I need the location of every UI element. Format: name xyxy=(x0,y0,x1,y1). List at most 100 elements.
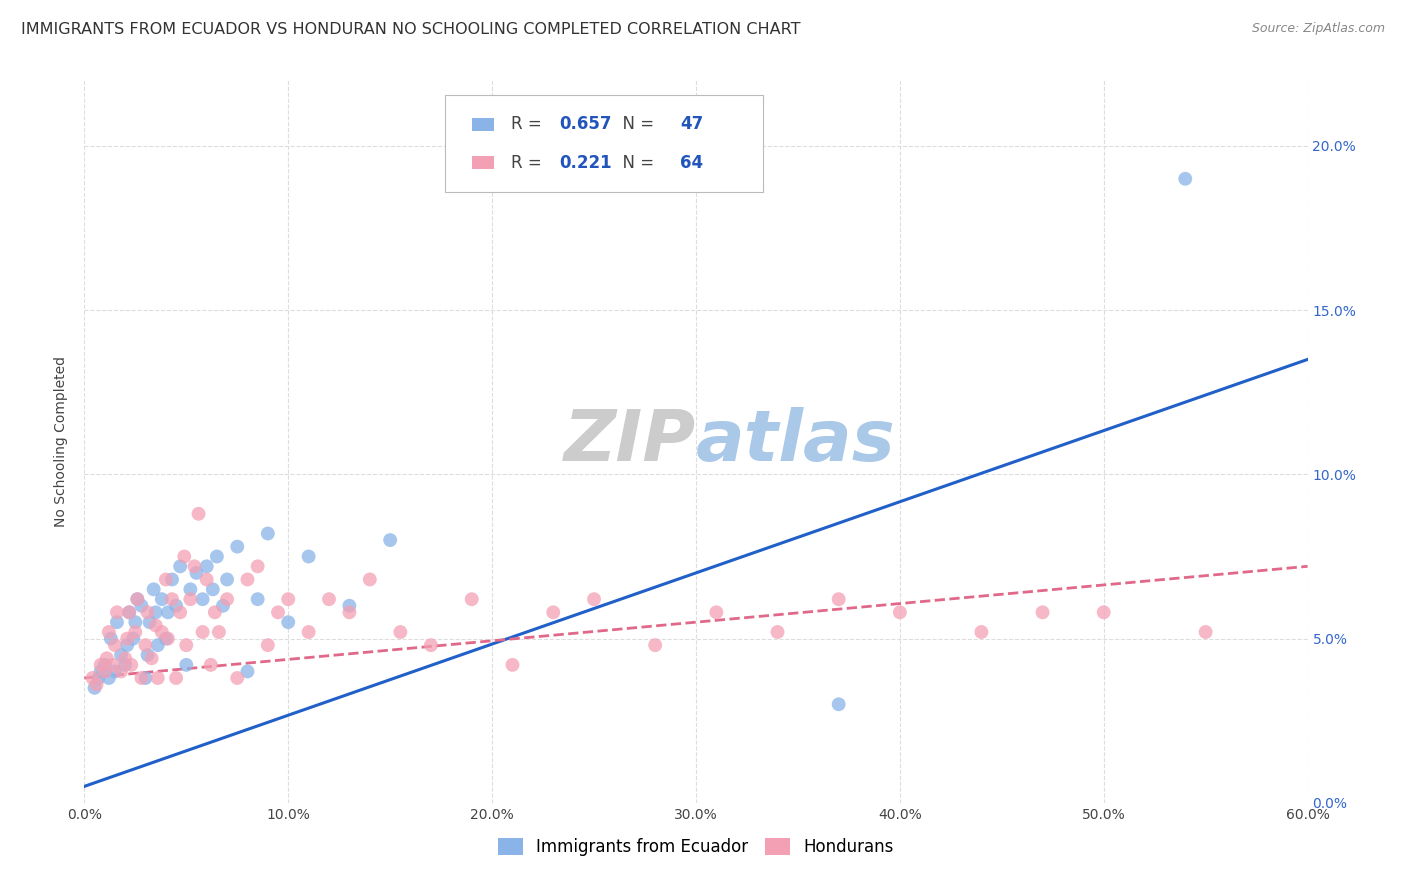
Point xyxy=(110,648,132,662)
Point xyxy=(706,605,728,619)
Point xyxy=(195,559,218,574)
Point xyxy=(389,625,412,640)
Point xyxy=(115,638,138,652)
Point xyxy=(83,681,105,695)
Point xyxy=(195,573,218,587)
Text: R =: R = xyxy=(512,115,547,134)
Text: Source: ZipAtlas.com: Source: ZipAtlas.com xyxy=(1251,22,1385,36)
Point xyxy=(96,651,118,665)
Bar xyxy=(472,118,494,131)
Point xyxy=(191,592,214,607)
Text: ZIP: ZIP xyxy=(564,407,696,476)
Point xyxy=(187,507,209,521)
Point xyxy=(90,657,112,672)
Point xyxy=(420,638,443,652)
Point xyxy=(127,592,149,607)
Point xyxy=(141,651,163,665)
Point xyxy=(114,657,136,672)
Text: N =: N = xyxy=(612,153,659,171)
Point xyxy=(136,605,159,619)
Point xyxy=(174,657,197,672)
Point xyxy=(183,559,205,574)
Point xyxy=(160,573,183,587)
Text: 47: 47 xyxy=(681,115,703,134)
Point xyxy=(277,615,299,630)
Point xyxy=(155,632,177,646)
Text: R =: R = xyxy=(512,153,547,171)
Point xyxy=(236,665,259,679)
Point xyxy=(217,573,239,587)
Point xyxy=(86,677,108,691)
Point xyxy=(889,605,911,619)
Point xyxy=(87,671,110,685)
Point xyxy=(583,592,606,607)
Point xyxy=(208,625,231,640)
Point xyxy=(118,605,141,619)
Point xyxy=(186,566,208,580)
Point xyxy=(93,665,115,679)
Point xyxy=(1032,605,1054,619)
Point xyxy=(200,657,222,672)
Point xyxy=(146,671,169,685)
Point xyxy=(246,559,269,574)
Point xyxy=(100,632,122,646)
Point xyxy=(155,573,177,587)
Point xyxy=(145,618,167,632)
Point xyxy=(169,605,191,619)
Point xyxy=(502,657,524,672)
Point xyxy=(124,615,146,630)
Point xyxy=(1195,625,1218,640)
Point xyxy=(122,632,145,646)
Text: N =: N = xyxy=(612,115,659,134)
Point xyxy=(97,671,120,685)
Text: IMMIGRANTS FROM ECUADOR VS HONDURAN NO SCHOOLING COMPLETED CORRELATION CHART: IMMIGRANTS FROM ECUADOR VS HONDURAN NO S… xyxy=(21,22,800,37)
Point xyxy=(169,559,191,574)
FancyBboxPatch shape xyxy=(446,95,763,193)
Point xyxy=(135,638,157,652)
Point xyxy=(298,625,321,640)
Point xyxy=(191,625,214,640)
Point xyxy=(142,582,165,597)
Point xyxy=(205,549,228,564)
Point xyxy=(146,638,169,652)
Point xyxy=(246,592,269,607)
Point xyxy=(380,533,402,547)
Point xyxy=(165,671,187,685)
Point xyxy=(127,592,149,607)
Point xyxy=(201,582,224,597)
Point xyxy=(318,592,340,607)
Point xyxy=(115,632,138,646)
Point xyxy=(257,638,280,652)
Point xyxy=(145,605,167,619)
Point xyxy=(298,549,321,564)
Point xyxy=(236,573,259,587)
Point xyxy=(131,671,153,685)
Point xyxy=(101,657,124,672)
Point xyxy=(104,665,127,679)
Point xyxy=(257,526,280,541)
Point xyxy=(120,657,142,672)
Point xyxy=(359,573,381,587)
Point xyxy=(277,592,299,607)
Point xyxy=(104,638,127,652)
Point xyxy=(179,582,201,597)
Point xyxy=(543,605,565,619)
Point xyxy=(135,671,157,685)
Point xyxy=(217,592,239,607)
Point xyxy=(82,671,104,685)
Point xyxy=(90,665,112,679)
Point xyxy=(226,671,249,685)
Point xyxy=(174,638,197,652)
Point xyxy=(1092,605,1115,619)
Point xyxy=(105,615,128,630)
Point xyxy=(179,592,201,607)
Point xyxy=(114,651,136,665)
Point xyxy=(226,540,249,554)
Bar xyxy=(472,156,494,169)
Point xyxy=(138,615,160,630)
Text: 0.221: 0.221 xyxy=(560,153,612,171)
Text: 0.657: 0.657 xyxy=(560,115,612,134)
Point xyxy=(1174,171,1197,186)
Point xyxy=(828,592,851,607)
Legend: Immigrants from Ecuador, Hondurans: Immigrants from Ecuador, Hondurans xyxy=(491,831,901,863)
